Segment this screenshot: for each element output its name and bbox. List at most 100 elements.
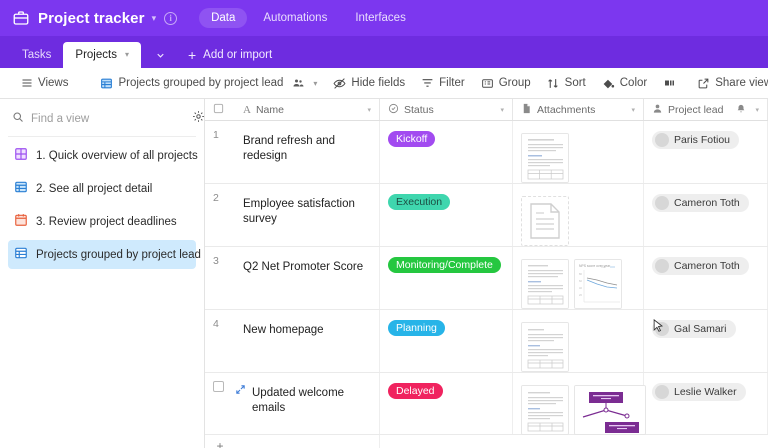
sort-button[interactable]: Sort <box>539 73 594 94</box>
sidebar-item-see-all-project-detail[interactable]: 2. See all project detail <box>8 174 196 203</box>
top-nav-item-data[interactable]: Data <box>199 8 248 28</box>
cell-attachments[interactable] <box>513 121 644 183</box>
row-checkbox[interactable] <box>213 381 224 392</box>
current-view-chevron-down-icon[interactable]: ▾ <box>313 78 318 88</box>
cell-status[interactable]: Kickoff <box>380 121 513 183</box>
table-row[interactable]: 3 Q2 Net Promoter Score Monitoring/Compl… <box>205 247 768 310</box>
avatar <box>655 322 669 336</box>
sidebar-item-label: 3. Review project deadlines <box>36 215 177 228</box>
tab-tasks[interactable]: Tasks <box>10 42 63 68</box>
row-select-cell[interactable] <box>205 373 235 434</box>
cell-project-lead[interactable]: Gal Samari <box>644 310 768 372</box>
lead-name: Gal Samari <box>674 323 727 335</box>
lead-pill: Leslie Walker <box>652 383 746 401</box>
cell-name[interactable]: New homepage <box>235 310 380 372</box>
lead-pill: Cameron Toth <box>652 257 749 275</box>
share-view-button[interactable]: Share view <box>689 73 768 94</box>
cell-name[interactable]: Brand refresh and redesign <box>235 121 380 183</box>
cell-status[interactable]: Delayed <box>380 373 513 434</box>
cell-project-lead[interactable]: Leslie Walker <box>644 373 768 434</box>
table-row[interactable]: 1 Brand refresh and redesign Kickoff <box>205 121 768 184</box>
attachment-thumbnail[interactable]: NPS score over year 80 60 40 20 <box>574 259 622 309</box>
sidebar-item-projects-grouped-by-project-lead[interactable]: Projects grouped by project lead ✓ <box>8 240 218 269</box>
column-header-attachments[interactable]: Attachments ▾ <box>513 99 644 120</box>
top-nav-item-automations[interactable]: Automations <box>263 12 328 24</box>
grid-table-icon <box>100 77 113 90</box>
cell-project-lead[interactable]: Cameron Toth <box>644 184 768 246</box>
cell-status[interactable]: Planning <box>380 310 513 372</box>
add-row-name-cell <box>235 435 380 448</box>
sidebar-item-review-project-deadlines[interactable]: 3. Review project deadlines <box>8 207 196 236</box>
user-icon <box>652 103 663 117</box>
row-number-cell: 1 <box>205 121 235 183</box>
color-button[interactable]: Color <box>594 73 655 94</box>
cell-attachments[interactable] <box>513 373 646 435</box>
sidebar-item-quick-overview[interactable]: 1. Quick overview of all projects <box>8 141 198 170</box>
table-row[interactable]: Updated welcome emails Delayed <box>205 373 768 435</box>
tab-projects-chevron-down-icon[interactable]: ▾ <box>124 50 129 59</box>
search-input[interactable] <box>31 113 185 125</box>
plus-icon: + <box>187 47 197 63</box>
column-header-project-lead[interactable]: Project lead ▾ <box>644 99 768 120</box>
tab-list-chevron-down-icon[interactable] <box>141 42 180 68</box>
cell-attachments[interactable]: NPS score over year 80 60 40 20 <box>513 247 644 309</box>
cell-status[interactable]: Execution <box>380 184 513 246</box>
attachment-thumbnail[interactable] <box>574 385 646 435</box>
gear-icon[interactable] <box>192 110 205 128</box>
filter-button[interactable]: Filter <box>413 73 473 94</box>
cell-name[interactable]: Employee satisfaction survey <box>235 184 380 246</box>
project-name: Q2 Net Promoter Score <box>243 261 364 273</box>
expand-record-icon[interactable] <box>235 380 246 398</box>
current-view-button[interactable]: Projects grouped by project lead ▾ <box>92 73 325 94</box>
cell-project-lead[interactable]: Cameron Toth <box>644 247 768 309</box>
attachment-thumbnail[interactable] <box>521 196 569 246</box>
attachment-list <box>521 191 569 246</box>
tab-tasks-label: Tasks <box>22 49 52 61</box>
chevron-down-icon[interactable]: ▾ <box>755 106 759 114</box>
row-height-button[interactable] <box>655 73 689 94</box>
current-view-name: Projects grouped by project lead <box>118 77 284 89</box>
tab-projects[interactable]: Projects ▾ <box>63 42 141 68</box>
cell-name[interactable]: Updated welcome emails <box>235 373 380 434</box>
title-chevron-down-icon[interactable]: ▾ <box>151 12 157 23</box>
top-nav-item-interfaces[interactable]: Interfaces <box>355 12 406 24</box>
group-button[interactable]: Group <box>473 73 539 94</box>
cell-name[interactable]: Q2 Net Promoter Score <box>235 247 380 309</box>
avatar <box>655 133 669 147</box>
cell-attachments[interactable] <box>513 184 644 246</box>
chevron-down-icon[interactable]: ▾ <box>367 106 371 114</box>
checkbox-icon[interactable] <box>213 103 224 117</box>
chevron-down-icon[interactable]: ▾ <box>631 106 635 114</box>
select-all-header[interactable] <box>205 99 235 120</box>
add-record-row[interactable]: + <box>205 435 768 448</box>
group-label: Group <box>498 77 531 89</box>
cell-status[interactable]: Monitoring/Complete <box>380 247 513 309</box>
column-header-name-label: Name <box>255 103 284 116</box>
project-name: Brand refresh and redesign <box>243 135 336 162</box>
briefcase-icon <box>12 9 30 27</box>
info-icon[interactable]: i <box>164 11 178 25</box>
attachment-thumbnail[interactable] <box>521 385 569 435</box>
table-row[interactable]: 2 Employee satisfaction survey Execution <box>205 184 768 247</box>
plus-icon[interactable]: + <box>216 438 224 448</box>
column-header-status[interactable]: Status ▾ <box>380 99 513 120</box>
bell-icon[interactable] <box>736 104 746 116</box>
cell-attachments[interactable] <box>513 310 644 372</box>
row-height-icon <box>663 77 676 90</box>
lead-name: Paris Fotiou <box>674 134 731 146</box>
add-or-import-button[interactable]: + Add or import <box>180 42 280 68</box>
table-row[interactable]: 4 New homepage Planning <box>205 310 768 373</box>
attachment-thumbnail[interactable] <box>521 259 569 309</box>
cell-project-lead[interactable]: Paris Fotiou <box>644 121 768 183</box>
row-number-cell: 3 <box>205 247 235 309</box>
chevron-down-icon[interactable]: ▾ <box>500 106 504 114</box>
column-header-name[interactable]: A Name ▾ <box>235 99 380 120</box>
funnel-icon <box>421 77 434 90</box>
attachment-thumbnail[interactable] <box>521 133 569 183</box>
attachment-thumbnail[interactable] <box>521 322 569 372</box>
hide-fields-button[interactable]: Hide fields <box>325 73 413 94</box>
sidebar-item-label: Projects grouped by project lead <box>36 248 201 261</box>
column-header-project-lead-label: Project lead <box>668 103 724 116</box>
status-badge: Monitoring/Complete <box>388 257 501 273</box>
views-button[interactable]: Views <box>12 73 76 94</box>
